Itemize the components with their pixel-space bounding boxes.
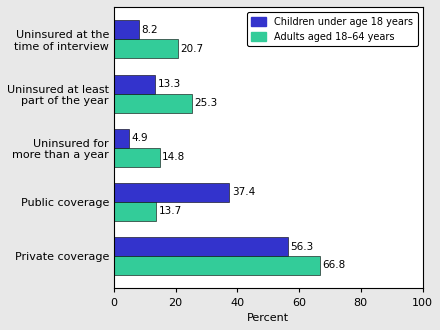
X-axis label: Percent: Percent xyxy=(247,313,289,323)
Bar xyxy=(114,256,320,275)
Bar xyxy=(114,94,192,113)
Text: 13.3: 13.3 xyxy=(158,79,180,89)
Bar xyxy=(114,183,229,202)
Text: 13.7: 13.7 xyxy=(158,206,182,216)
Bar xyxy=(114,129,129,148)
Bar xyxy=(114,202,156,221)
Text: 37.4: 37.4 xyxy=(232,187,255,197)
Text: 20.7: 20.7 xyxy=(180,44,203,54)
Text: 56.3: 56.3 xyxy=(290,242,313,251)
Bar xyxy=(114,20,139,39)
Text: 4.9: 4.9 xyxy=(132,133,148,143)
Bar xyxy=(114,148,160,167)
Text: 66.8: 66.8 xyxy=(323,260,346,271)
Text: 14.8: 14.8 xyxy=(162,152,185,162)
Bar xyxy=(114,39,178,58)
Legend: Children under age 18 years, Adults aged 18–64 years: Children under age 18 years, Adults aged… xyxy=(246,12,418,47)
Bar xyxy=(114,75,155,94)
Text: 25.3: 25.3 xyxy=(194,98,218,108)
Text: 8.2: 8.2 xyxy=(142,25,158,35)
Bar xyxy=(114,237,288,256)
